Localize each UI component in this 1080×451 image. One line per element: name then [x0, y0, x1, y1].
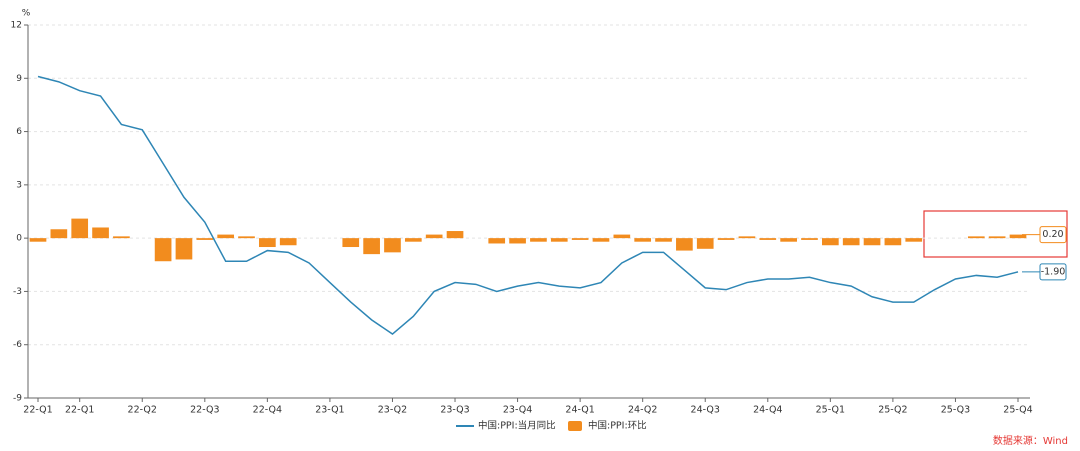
x-tick-label: 24-Q2: [628, 405, 657, 416]
bar: [759, 238, 777, 240]
bar: [425, 234, 443, 239]
bar: [196, 238, 214, 240]
value-label: -1.90: [1041, 266, 1066, 277]
legend-label: 中国:PPI:环比: [588, 420, 647, 432]
bar: [1009, 234, 1027, 239]
x-tick-label: 23-Q4: [503, 405, 532, 416]
x-tick-label: 22-Q1: [65, 405, 94, 416]
x-tick-label: 24-Q1: [565, 405, 594, 416]
x-tick-label: 23-Q2: [378, 405, 407, 416]
bar: [404, 238, 422, 242]
bar: [884, 238, 902, 246]
bar: [780, 238, 797, 242]
bar: [905, 238, 923, 242]
x-tick-label: 25-Q2: [878, 405, 907, 416]
bar: [175, 238, 193, 260]
bar: [613, 234, 631, 239]
x-tick-label: 22-Q2: [128, 405, 157, 416]
bar: [50, 229, 68, 239]
bar: [822, 238, 839, 246]
y-tick-label: -3: [13, 287, 22, 297]
y-tick-label: 3: [16, 180, 22, 190]
value-label-box: [1039, 263, 1067, 281]
y-tick-label: 6: [16, 127, 22, 137]
x-tick-label: 22-Q4: [253, 405, 282, 416]
x-tick-label: 22-Q3: [190, 405, 219, 416]
y-tick-label: 0: [16, 234, 22, 244]
x-tick-label: 25-Q3: [941, 405, 970, 416]
bar: [488, 238, 506, 244]
x-tick-label: 24-Q4: [753, 405, 782, 416]
bar: [92, 227, 109, 239]
bar: [217, 234, 234, 239]
bar: [696, 238, 714, 249]
x-tick-label: 25-Q1: [816, 405, 845, 416]
bar: [801, 238, 818, 240]
y-unit: %: [22, 9, 31, 19]
bar: [571, 238, 589, 240]
value-label: 0.20: [1042, 229, 1063, 240]
y-tick-label: -9: [13, 394, 22, 404]
line: [37, 75, 1019, 335]
bar: [676, 238, 693, 251]
bar: [634, 238, 652, 242]
bar: [738, 236, 756, 239]
bar: [363, 238, 380, 255]
x-tick-label: 24-Q3: [691, 405, 720, 416]
bar: [259, 238, 276, 248]
bar: [154, 238, 172, 262]
bar: [967, 236, 985, 239]
bar: [29, 238, 47, 242]
legend-label: 中国:PPI:当月同比: [478, 420, 556, 432]
bar: [509, 238, 526, 244]
x-tick-label: 23-Q3: [440, 405, 469, 416]
x-tick-label: 25-Q4: [1003, 405, 1032, 416]
y-tick-label: -6: [13, 340, 22, 350]
bar: [530, 238, 547, 242]
bar: [446, 231, 464, 239]
bar: [988, 236, 1006, 239]
value-label-box: [1039, 226, 1067, 244]
legend-swatch: [568, 421, 582, 431]
bar: [655, 238, 672, 242]
bar: [717, 238, 735, 240]
bar: [384, 238, 401, 253]
highlight-box: [923, 210, 1068, 258]
bar: [842, 238, 860, 246]
bar: [550, 238, 568, 242]
bar: [71, 218, 89, 239]
y-tick-label: 9: [16, 74, 22, 84]
source-note: 数据来源：Wind: [993, 434, 1068, 447]
x-tick-label: 22-Q1: [23, 405, 52, 416]
bar: [113, 236, 130, 239]
y-tick-label: 12: [11, 21, 22, 31]
bar: [238, 236, 255, 239]
bar: [279, 238, 297, 246]
bar: [592, 238, 610, 242]
x-tick-label: 23-Q1: [315, 405, 344, 416]
bar: [863, 238, 881, 246]
bar: [342, 238, 360, 248]
